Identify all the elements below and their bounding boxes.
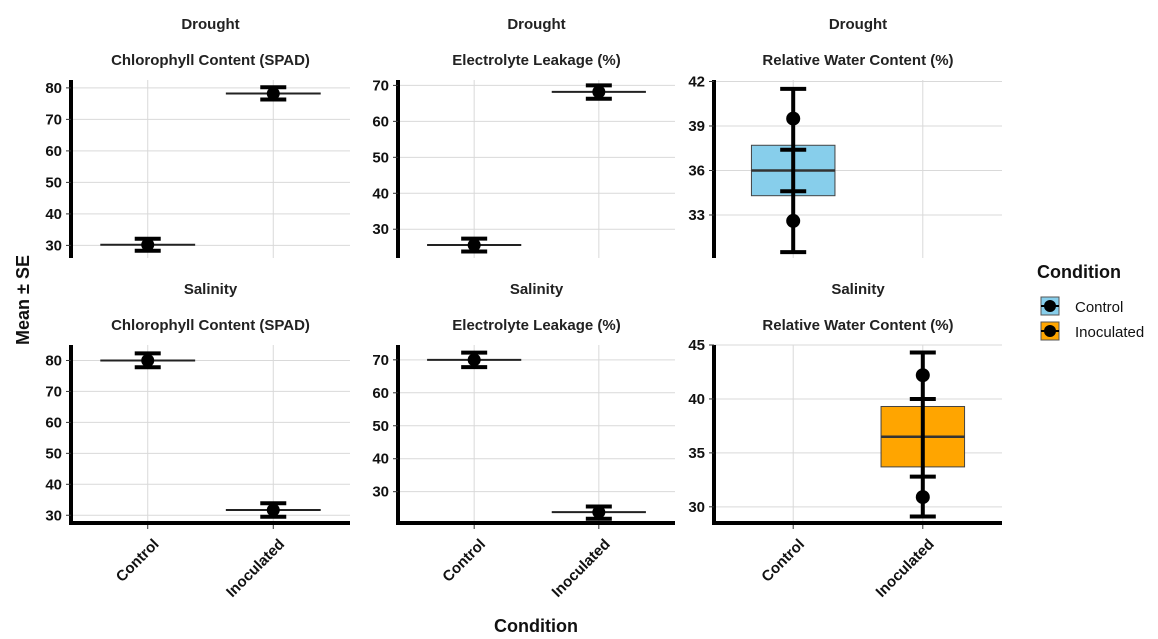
legend-label-inoculated: Inoculated bbox=[1075, 324, 1144, 341]
legend-point-control bbox=[1044, 300, 1056, 312]
panel-5-ytick-70: 70 bbox=[372, 352, 389, 369]
panel-4-ytick-70: 70 bbox=[45, 383, 62, 400]
panel-5: Salinity Electrolyte Leakage (%) 30 40 50 60 7… bbox=[372, 281, 675, 601]
panel-2-stress-label: Drought bbox=[507, 16, 565, 33]
panel-4-xtick-control: Control bbox=[113, 536, 163, 586]
panel-6-ytick-35: 35 bbox=[688, 445, 705, 462]
panel-4-inoculated-mean-point bbox=[266, 503, 280, 517]
panel-3-stress-label: Drought bbox=[829, 16, 887, 33]
panel-2-ytick-60: 60 bbox=[372, 113, 389, 130]
panel-1-ytick-30: 30 bbox=[45, 237, 62, 254]
legend-label-control: Control bbox=[1075, 299, 1123, 316]
panel-5-inoculated-mean-point bbox=[592, 505, 606, 519]
panel-5-ytick-30: 30 bbox=[372, 484, 389, 501]
chart-panels: Drought Chlorophyll Content (SPAD) 30 40 50 6… bbox=[45, 16, 1002, 601]
panel-2-inoculated-group bbox=[551, 83, 646, 101]
panel-4-stress-label: Salinity bbox=[184, 281, 238, 298]
legend: Condition Control Inoculated bbox=[1037, 262, 1144, 341]
panel-3-ytick-42: 42 bbox=[688, 73, 705, 90]
panel-1-ytick-80: 80 bbox=[45, 80, 62, 97]
panel-6-ytick-30: 30 bbox=[688, 499, 705, 516]
panel-4-ytick-30: 30 bbox=[45, 507, 62, 524]
panel-6-inoculated-group bbox=[880, 350, 966, 519]
panel-1-ytick-50: 50 bbox=[45, 174, 62, 191]
legend-item-control: Control bbox=[1040, 296, 1123, 316]
panel-3-ytick-33: 33 bbox=[688, 207, 705, 224]
panel-1: Drought Chlorophyll Content (SPAD) 30 40 50 6… bbox=[45, 16, 350, 258]
x-axis-title: Condition bbox=[494, 616, 578, 636]
panel-4-xtick-inoculated: Inoculated bbox=[223, 536, 288, 601]
panel-6-title: Relative Water Content (%) bbox=[762, 317, 953, 334]
panel-3-ytick-39: 39 bbox=[688, 118, 705, 135]
panel-4: Salinity Chlorophyll Content (SPAD) 30 40 50… bbox=[45, 281, 350, 601]
panel-4-ytick-60: 60 bbox=[45, 414, 62, 431]
panel-6-xtick-inoculated: Inoculated bbox=[873, 536, 938, 601]
panel-5-inoculated-group bbox=[551, 504, 646, 521]
panel-2-ytick-30: 30 bbox=[372, 221, 389, 238]
panel-6-ytick-40: 40 bbox=[688, 391, 705, 408]
panel-5-title: Electrolyte Leakage (%) bbox=[452, 317, 620, 334]
panel-2-title: Electrolyte Leakage (%) bbox=[452, 52, 620, 69]
panel-4-control-mean-point bbox=[141, 353, 155, 367]
panel-3-control-point-1 bbox=[786, 111, 801, 126]
panel-6-ytick-45: 45 bbox=[688, 337, 705, 354]
panel-4-ytick-80: 80 bbox=[45, 352, 62, 369]
panel-3-title: Relative Water Content (%) bbox=[762, 52, 953, 69]
panel-6-inoculated-point-0 bbox=[915, 490, 930, 505]
panel-4-title: Chlorophyll Content (SPAD) bbox=[111, 317, 310, 334]
panel-1-ytick-70: 70 bbox=[45, 111, 62, 128]
panel-5-ytick-60: 60 bbox=[372, 385, 389, 402]
panel-4-ytick-50: 50 bbox=[45, 445, 62, 462]
panel-3: Drought Relative Water Content (%) 33 36 39 4… bbox=[688, 16, 1002, 258]
panel-2-ytick-70: 70 bbox=[372, 77, 389, 94]
panel-3-control-group bbox=[750, 86, 836, 255]
y-axis-title: Mean ± SE bbox=[13, 255, 33, 345]
panel-3-ytick-36: 36 bbox=[688, 162, 705, 179]
panel-2-inoculated-mean-point bbox=[592, 85, 606, 99]
panel-4-control-group bbox=[100, 351, 196, 370]
panel-1-ytick-40: 40 bbox=[45, 206, 62, 223]
panel-5-xtick-inoculated: Inoculated bbox=[549, 536, 614, 601]
panel-6-stress-label: Salinity bbox=[831, 281, 885, 298]
panel-5-control-mean-point bbox=[467, 353, 481, 367]
legend-title: Condition bbox=[1037, 262, 1121, 282]
panel-4-inoculated-group bbox=[225, 501, 321, 519]
panel-1-title: Chlorophyll Content (SPAD) bbox=[111, 52, 310, 69]
panel-5-ytick-50: 50 bbox=[372, 418, 389, 435]
legend-point-inoculated bbox=[1044, 325, 1056, 337]
panel-4-ytick-40: 40 bbox=[45, 476, 62, 493]
panel-6-inoculated-point-1 bbox=[915, 368, 930, 383]
panel-1-inoculated-mean-point bbox=[266, 87, 280, 101]
panel-1-ytick-60: 60 bbox=[45, 143, 62, 160]
panel-1-stress-label: Drought bbox=[181, 16, 239, 33]
panel-1-inoculated-group bbox=[225, 85, 321, 102]
panel-2-control-group bbox=[427, 236, 522, 254]
panel-5-ytick-40: 40 bbox=[372, 451, 389, 468]
legend-item-inoculated: Inoculated bbox=[1040, 321, 1144, 341]
panel-3-control-point-0 bbox=[786, 213, 801, 228]
panel-5-control-group bbox=[427, 350, 522, 370]
panel-2-ytick-50: 50 bbox=[372, 149, 389, 166]
panel-5-xtick-control: Control bbox=[439, 536, 489, 586]
panel-6-xtick-control: Control bbox=[758, 536, 808, 586]
panel-5-stress-label: Salinity bbox=[510, 281, 564, 298]
panel-6: Salinity Relative Water Content (%) 30 35 40… bbox=[688, 281, 1002, 601]
panel-2-control-mean-point bbox=[467, 238, 481, 252]
panel-2-ytick-40: 40 bbox=[372, 185, 389, 202]
panel-1-control-group bbox=[100, 236, 196, 253]
panel-2: Drought Electrolyte Leakage (%) 30 40 50 60 70 bbox=[372, 16, 675, 258]
panel-1-control-mean-point bbox=[141, 238, 155, 252]
